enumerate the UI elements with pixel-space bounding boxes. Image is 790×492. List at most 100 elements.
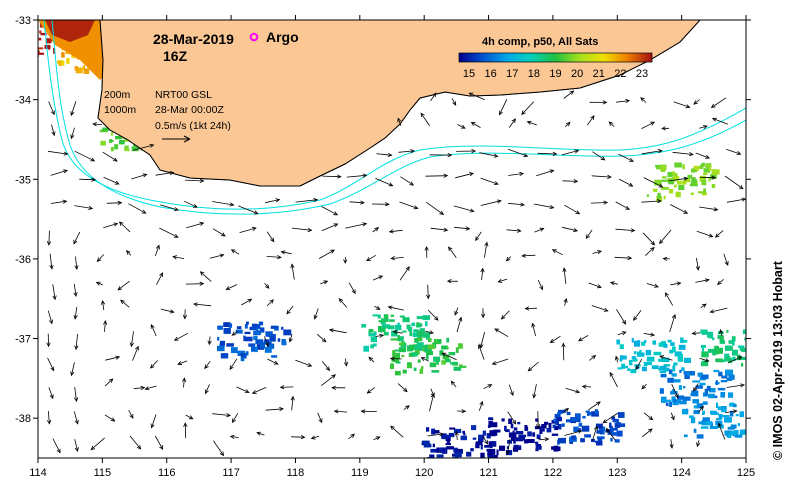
sst-pixel	[395, 324, 402, 331]
sst-pixel	[484, 445, 490, 448]
current-vector-head	[526, 120, 532, 125]
sst-pixel	[717, 359, 724, 363]
current-vector	[482, 436, 488, 445]
sst-pixel	[742, 329, 746, 334]
y-tick-label: -34	[15, 95, 31, 107]
x-tick-label: 119	[351, 467, 369, 479]
sst-pixel	[679, 369, 682, 373]
sst-pixel	[424, 321, 428, 327]
current-vector-head	[390, 425, 395, 431]
sst-pixel	[677, 353, 683, 359]
sst-pixel	[620, 355, 623, 361]
sst-pixel	[441, 433, 447, 439]
current-vector-head	[112, 157, 118, 162]
sst-pixel	[433, 356, 441, 362]
colorbar-label: 23	[636, 68, 648, 80]
current-vector-head	[365, 257, 371, 262]
current-vector-head	[674, 393, 679, 399]
current-vector-head	[505, 256, 511, 262]
current-vector-head	[519, 171, 525, 177]
current-vector-head	[333, 223, 339, 228]
current-vector	[367, 387, 375, 394]
sst-pixel	[702, 401, 708, 405]
current-vector-head	[253, 210, 259, 215]
sst-pixel	[569, 441, 574, 444]
sst-pixel	[667, 339, 672, 343]
sst-pixel	[261, 341, 268, 345]
sst-pixel	[83, 68, 90, 74]
current-vector	[266, 231, 275, 242]
sst-pixel	[632, 358, 638, 362]
sst-pixel	[61, 52, 65, 58]
current-vector	[646, 283, 659, 288]
sst-pixel	[100, 140, 106, 146]
current-vector	[591, 305, 608, 312]
sst-pixel	[683, 371, 691, 375]
current-vector-head	[614, 355, 620, 361]
sst-pixel	[646, 361, 652, 366]
sst-pixel	[258, 321, 264, 326]
current-vector	[73, 283, 77, 297]
current-vector	[390, 358, 402, 360]
sst-pixel	[416, 337, 422, 342]
sst-pixel	[401, 355, 405, 358]
sst-pixel	[368, 329, 374, 333]
sst-pixel	[453, 428, 462, 433]
sst-pixel	[663, 195, 666, 200]
sst-pixel	[32, 25, 35, 30]
sst-pixel	[610, 427, 614, 431]
current-vector	[563, 268, 567, 284]
sst-pixel	[255, 327, 259, 332]
sst-pixel	[446, 441, 450, 444]
current-vector-head	[300, 435, 306, 440]
sst-pixel	[596, 436, 605, 440]
colorbar-gradient	[458, 52, 653, 63]
sst-pixel	[730, 430, 737, 436]
sst-pixel	[728, 374, 735, 380]
current-vector-head	[56, 448, 61, 454]
current-vector-head	[738, 185, 744, 190]
current-vector-head	[709, 309, 715, 314]
sst-pixel	[398, 342, 405, 346]
sst-pixel	[544, 421, 549, 425]
current-vector-head	[520, 202, 526, 207]
current-vector	[73, 231, 81, 244]
current-vector	[160, 308, 174, 313]
sst-pixel	[491, 441, 496, 446]
sst-pixel	[445, 443, 451, 446]
current-vector	[615, 201, 630, 210]
current-vector-head	[150, 423, 155, 429]
current-vector	[374, 305, 381, 310]
current-vector	[564, 430, 582, 436]
current-vector-head	[739, 383, 745, 388]
sst-pixel	[691, 179, 698, 184]
current-vector	[154, 435, 164, 450]
sst-pixel	[698, 191, 706, 194]
sst-pixel	[695, 385, 703, 389]
current-vector-head	[511, 419, 517, 425]
current-vector	[453, 205, 474, 212]
sst-pixel	[718, 371, 723, 377]
sst-pixel	[752, 330, 759, 334]
sst-pixel	[721, 375, 728, 379]
current-vector-head	[717, 422, 722, 428]
y-tick-label: -35	[15, 174, 31, 186]
sst-pixel	[423, 316, 430, 320]
current-vector	[427, 309, 439, 321]
current-vector	[267, 358, 278, 365]
sst-pixel	[111, 147, 114, 152]
sst-pixel	[513, 427, 518, 431]
current-vector	[528, 361, 539, 372]
current-vector-head	[50, 110, 55, 116]
sst-pixel	[661, 176, 667, 179]
current-vector-head	[648, 428, 653, 433]
sst-pixel	[707, 331, 714, 338]
current-vector-head	[91, 177, 97, 182]
current-vector	[102, 151, 118, 162]
sst-pixel	[281, 339, 286, 345]
current-vector	[266, 299, 274, 307]
sst-pixel	[416, 342, 424, 348]
sst-pixel	[394, 370, 401, 376]
current-vector	[501, 310, 510, 320]
